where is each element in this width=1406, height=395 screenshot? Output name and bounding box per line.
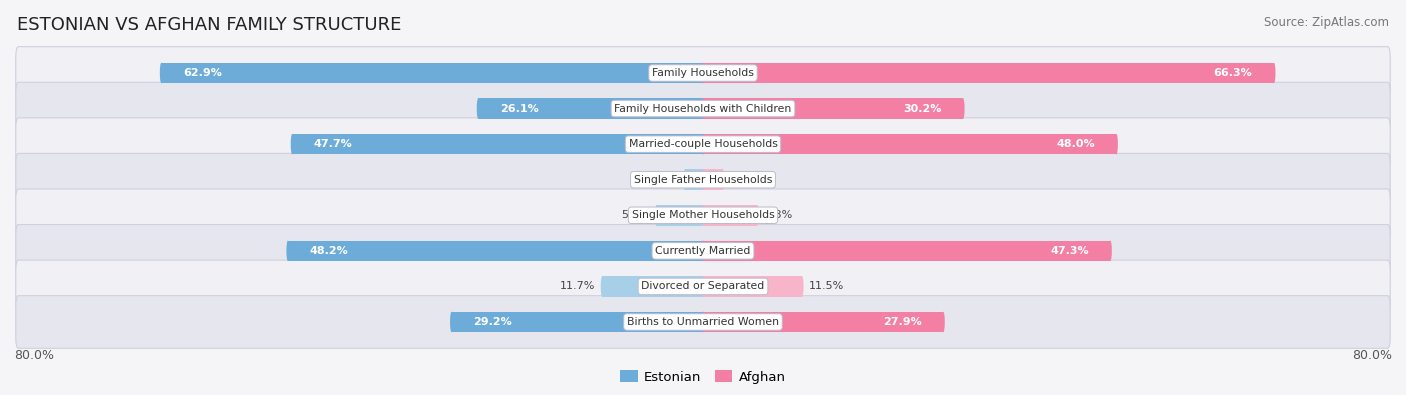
Ellipse shape	[477, 98, 479, 119]
Text: 11.7%: 11.7%	[560, 281, 595, 292]
Ellipse shape	[962, 98, 965, 119]
Text: ESTONIAN VS AFGHAN FAMILY STRUCTURE: ESTONIAN VS AFGHAN FAMILY STRUCTURE	[17, 16, 401, 34]
Text: 6.3%: 6.3%	[763, 210, 793, 220]
Ellipse shape	[287, 241, 290, 261]
Text: 80.0%: 80.0%	[1353, 349, 1392, 362]
Ellipse shape	[1115, 134, 1118, 154]
Ellipse shape	[702, 169, 704, 190]
Text: 2.3%: 2.3%	[730, 175, 758, 185]
Text: 5.4%: 5.4%	[621, 210, 650, 220]
FancyBboxPatch shape	[15, 82, 1391, 135]
Text: 47.3%: 47.3%	[1050, 246, 1088, 256]
Bar	[602, 276, 703, 297]
Ellipse shape	[160, 63, 163, 83]
Ellipse shape	[702, 276, 704, 297]
Ellipse shape	[291, 134, 294, 154]
Bar	[288, 241, 703, 261]
Bar	[478, 98, 703, 119]
Bar	[685, 169, 703, 190]
Bar	[703, 312, 943, 332]
FancyBboxPatch shape	[15, 296, 1391, 348]
Text: 29.2%: 29.2%	[472, 317, 512, 327]
Text: Family Households with Children: Family Households with Children	[614, 103, 792, 114]
Ellipse shape	[450, 312, 453, 332]
Ellipse shape	[721, 169, 724, 190]
Bar	[703, 169, 723, 190]
Ellipse shape	[702, 134, 704, 154]
Ellipse shape	[702, 98, 704, 119]
Text: 66.3%: 66.3%	[1213, 68, 1253, 78]
Bar	[292, 134, 703, 154]
Bar	[162, 63, 703, 83]
Text: 2.1%: 2.1%	[650, 175, 678, 185]
Text: 48.2%: 48.2%	[309, 246, 349, 256]
Bar	[703, 205, 758, 226]
Ellipse shape	[800, 276, 804, 297]
Text: 27.9%: 27.9%	[883, 317, 922, 327]
FancyBboxPatch shape	[15, 118, 1391, 171]
Text: Single Father Households: Single Father Households	[634, 175, 772, 185]
Bar	[451, 312, 703, 332]
Ellipse shape	[702, 134, 704, 154]
Ellipse shape	[1109, 241, 1112, 261]
Text: 30.2%: 30.2%	[903, 103, 942, 114]
FancyBboxPatch shape	[15, 224, 1391, 277]
Text: Births to Unmarried Women: Births to Unmarried Women	[627, 317, 779, 327]
FancyBboxPatch shape	[15, 153, 1391, 206]
Text: 80.0%: 80.0%	[14, 349, 53, 362]
Ellipse shape	[702, 205, 704, 226]
Bar	[703, 241, 1111, 261]
Text: 48.0%: 48.0%	[1056, 139, 1095, 149]
Ellipse shape	[702, 276, 704, 297]
FancyBboxPatch shape	[15, 189, 1391, 242]
Ellipse shape	[702, 205, 704, 226]
Legend: Estonian, Afghan: Estonian, Afghan	[616, 365, 790, 389]
Ellipse shape	[600, 276, 603, 297]
Ellipse shape	[702, 169, 704, 190]
Ellipse shape	[702, 241, 704, 261]
Bar	[703, 276, 801, 297]
Ellipse shape	[702, 63, 704, 83]
Bar	[703, 98, 963, 119]
Bar	[703, 134, 1116, 154]
FancyBboxPatch shape	[15, 260, 1391, 313]
Ellipse shape	[756, 205, 759, 226]
Ellipse shape	[702, 312, 704, 332]
Ellipse shape	[942, 312, 945, 332]
Text: Source: ZipAtlas.com: Source: ZipAtlas.com	[1264, 16, 1389, 29]
Text: Divorced or Separated: Divorced or Separated	[641, 281, 765, 292]
Text: Currently Married: Currently Married	[655, 246, 751, 256]
Ellipse shape	[702, 98, 704, 119]
Ellipse shape	[683, 169, 686, 190]
Text: Single Mother Households: Single Mother Households	[631, 210, 775, 220]
Bar	[657, 205, 703, 226]
FancyBboxPatch shape	[15, 47, 1391, 99]
Ellipse shape	[702, 63, 704, 83]
Text: Family Households: Family Households	[652, 68, 754, 78]
Ellipse shape	[702, 312, 704, 332]
Ellipse shape	[702, 241, 704, 261]
Text: 62.9%: 62.9%	[183, 68, 222, 78]
Text: 47.7%: 47.7%	[314, 139, 353, 149]
Text: 26.1%: 26.1%	[499, 103, 538, 114]
Text: 11.5%: 11.5%	[808, 281, 844, 292]
Bar	[703, 63, 1274, 83]
Text: Married-couple Households: Married-couple Households	[628, 139, 778, 149]
Ellipse shape	[655, 205, 658, 226]
Ellipse shape	[1272, 63, 1275, 83]
